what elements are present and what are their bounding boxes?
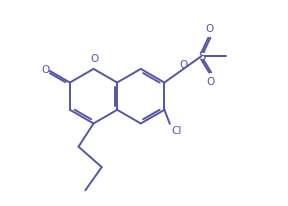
Text: O: O (41, 64, 50, 75)
Text: Cl: Cl (171, 126, 181, 136)
Text: O: O (180, 60, 188, 70)
Text: O: O (90, 54, 98, 64)
Text: O: O (206, 24, 214, 34)
Text: O: O (206, 77, 215, 87)
Text: S: S (198, 50, 206, 63)
